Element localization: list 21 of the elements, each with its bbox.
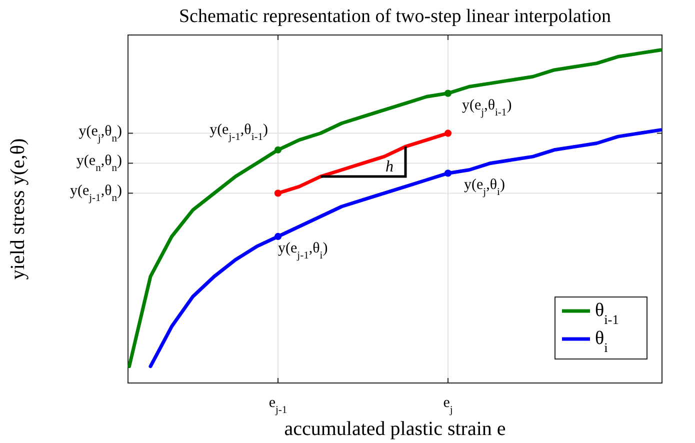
annotation: h <box>386 158 394 176</box>
x-tick-label: e$_{j}$ <box>443 395 453 416</box>
text: y(e$_{j}$,θ$_{n}$) <box>78 123 122 144</box>
x-tick-label: e$_{j-1}$ <box>268 395 288 416</box>
legend-label: θ$_{i}$ <box>595 328 608 354</box>
point <box>274 232 282 240</box>
annotation: y(e$_{j}$,θ$_{i-1}$) <box>462 97 512 118</box>
point <box>274 190 282 197</box>
annotation: y(e$_{j}$,θ$_{i}$) <box>464 177 505 198</box>
annotation: y(e$_{j-1}$,θ$_{i}$) <box>278 240 328 261</box>
annotation: y(e$_{j-1}$,θ$_{i-1}$) <box>210 122 268 142</box>
text: y(e$_{n}$,θ$_{n}$) <box>76 153 122 174</box>
text: y(e$_{j-1}$,θ$_{n}$) <box>70 183 122 204</box>
point <box>444 90 452 97</box>
point <box>274 146 282 154</box>
point <box>444 170 452 177</box>
chart-title: Schematic representation of two-step linear interpolation <box>178 6 612 27</box>
legend-label: θ$_{i-1}$ <box>595 300 619 326</box>
point <box>444 130 452 137</box>
y-axis-title: yield stress y(e,θ) <box>7 138 29 280</box>
x-axis-title: accumulated plastic strain e <box>284 418 506 440</box>
